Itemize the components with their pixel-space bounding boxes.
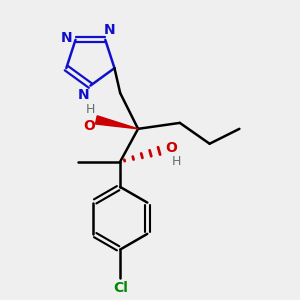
Text: Cl: Cl [113, 281, 128, 296]
Text: N: N [60, 31, 72, 45]
Text: H: H [172, 155, 181, 168]
Text: O: O [165, 141, 177, 155]
Polygon shape [95, 116, 138, 129]
Text: H: H [85, 103, 95, 116]
Text: N: N [77, 88, 89, 102]
Text: O: O [83, 119, 95, 133]
Text: N: N [104, 23, 116, 38]
